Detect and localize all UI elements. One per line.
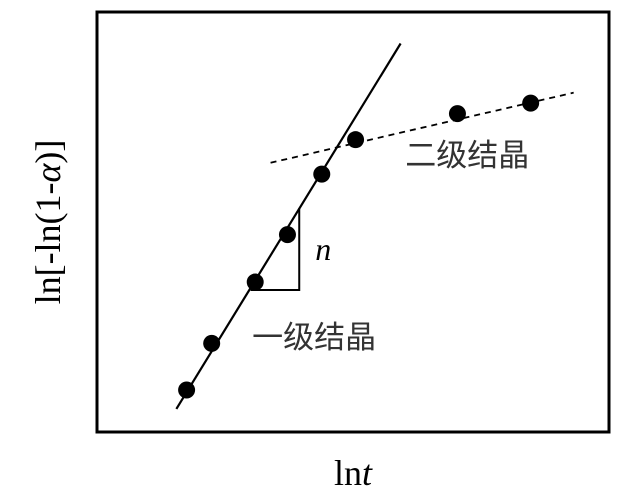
series-2-point-1 [347, 131, 365, 149]
annotation-2: 一级结晶 [252, 320, 376, 356]
x-axis-label: lnt [334, 453, 373, 493]
series-2-point-3 [522, 94, 540, 112]
y-axis-label-suffix: )] [28, 140, 68, 164]
plot-frame [95, 10, 611, 434]
series-2-point-2 [448, 105, 466, 123]
x-axis-label-prefix: ln [334, 453, 362, 493]
series-1-point-3 [246, 273, 264, 291]
y-axis-label-italic: α [28, 162, 68, 182]
series-1-point-1 [178, 381, 196, 399]
data-points [178, 94, 540, 399]
y-axis-label-prefix: ln[-ln(1- [28, 182, 68, 304]
series-1-point-5 [313, 165, 331, 183]
x-axis-label-italic: t [362, 453, 373, 493]
slope-label: n [315, 231, 331, 267]
slope-triangle: n [250, 208, 331, 292]
series-1-point-4 [278, 226, 296, 244]
slope-triangle-lines [250, 208, 301, 292]
series-1-point-2 [203, 334, 221, 352]
series-2-fit-line [270, 91, 574, 164]
y-axis-label: ln[-ln(1-α)] [28, 140, 68, 305]
annotation-1: 二级结晶 [405, 138, 529, 174]
